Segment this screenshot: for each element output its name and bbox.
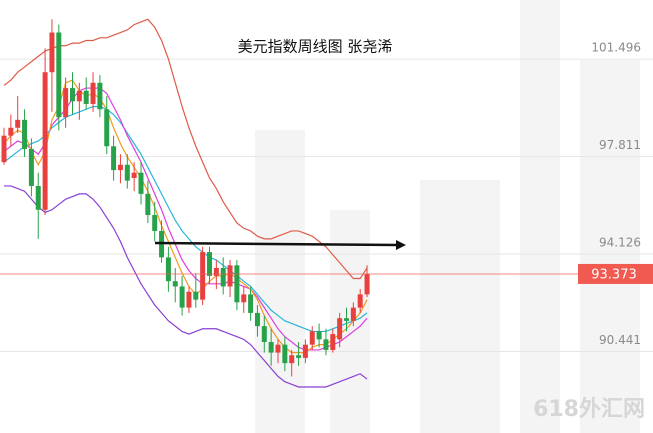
candle-body bbox=[138, 172, 144, 194]
last-price-label: 93.373 bbox=[591, 267, 637, 282]
candle-body bbox=[104, 109, 110, 147]
candle-body bbox=[344, 318, 349, 321]
candle-body bbox=[83, 90, 89, 104]
y-tick-label: 97.811 bbox=[599, 138, 641, 152]
candle-body bbox=[302, 344, 308, 358]
candles bbox=[1, 19, 370, 377]
candle-body bbox=[90, 82, 96, 104]
candle-body bbox=[152, 215, 158, 231]
y-tick-label: 101.496 bbox=[591, 41, 641, 55]
candle-body bbox=[172, 281, 178, 287]
candle-body bbox=[350, 307, 356, 321]
candle-body bbox=[22, 119, 28, 149]
candle-body bbox=[261, 326, 267, 343]
candle-body bbox=[213, 267, 219, 276]
candle-body bbox=[193, 291, 199, 300]
candle-body bbox=[268, 342, 274, 353]
chart-title: 美元指数周线图 张尧浠 bbox=[238, 38, 393, 56]
candle-body bbox=[337, 318, 343, 340]
candle-body bbox=[309, 331, 315, 345]
candle-body bbox=[63, 88, 69, 118]
watermark: 618外汇网 bbox=[533, 396, 645, 422]
indicator-line bbox=[4, 185, 368, 388]
candle-body bbox=[49, 32, 55, 73]
candle-body bbox=[323, 339, 329, 350]
y-tick-label: 94.126 bbox=[599, 236, 641, 250]
grid: 90.441 94.126 97.811 101.496 bbox=[0, 41, 653, 353]
candle-body bbox=[296, 355, 302, 358]
last-price-box bbox=[578, 263, 653, 284]
overlay: 93.373 bbox=[0, 263, 653, 284]
candle-body bbox=[15, 119, 21, 128]
candle-body bbox=[35, 185, 41, 210]
candle-body bbox=[207, 252, 212, 276]
candle-body bbox=[357, 294, 363, 308]
candle-body bbox=[145, 193, 151, 216]
candle-body bbox=[282, 344, 288, 364]
candle-body bbox=[165, 257, 171, 282]
candle-body bbox=[200, 252, 206, 300]
candle-body bbox=[330, 334, 336, 350]
candle-body bbox=[70, 88, 75, 102]
candle-body bbox=[111, 146, 117, 171]
background-buildings bbox=[255, 0, 640, 433]
candle-body bbox=[97, 82, 103, 110]
candle-body bbox=[56, 32, 62, 118]
candle-body bbox=[248, 294, 254, 313]
arrow-head bbox=[396, 240, 406, 250]
candle-body bbox=[316, 331, 322, 340]
candle-body bbox=[124, 164, 130, 181]
indicator-line bbox=[3, 106, 368, 333]
candle-body bbox=[254, 312, 260, 327]
candle-body bbox=[241, 294, 247, 303]
candle-body bbox=[179, 286, 185, 308]
candle-body bbox=[76, 90, 82, 102]
candle-body bbox=[186, 291, 192, 308]
candle-body bbox=[364, 273, 370, 295]
candle-body bbox=[1, 135, 7, 163]
y-tick-label: 90.441 bbox=[599, 333, 641, 347]
candle-body bbox=[28, 148, 34, 186]
candle-body bbox=[275, 344, 281, 353]
candle-body bbox=[117, 164, 123, 171]
candle-body bbox=[8, 127, 14, 136]
candle-body bbox=[289, 355, 295, 364]
arrow-line bbox=[154, 241, 399, 247]
candle-body bbox=[234, 265, 240, 303]
candle-body bbox=[131, 172, 137, 179]
candle-body bbox=[42, 72, 48, 210]
indicator-line bbox=[3, 18, 368, 280]
candle-body bbox=[227, 265, 233, 287]
candle-body bbox=[220, 267, 226, 287]
